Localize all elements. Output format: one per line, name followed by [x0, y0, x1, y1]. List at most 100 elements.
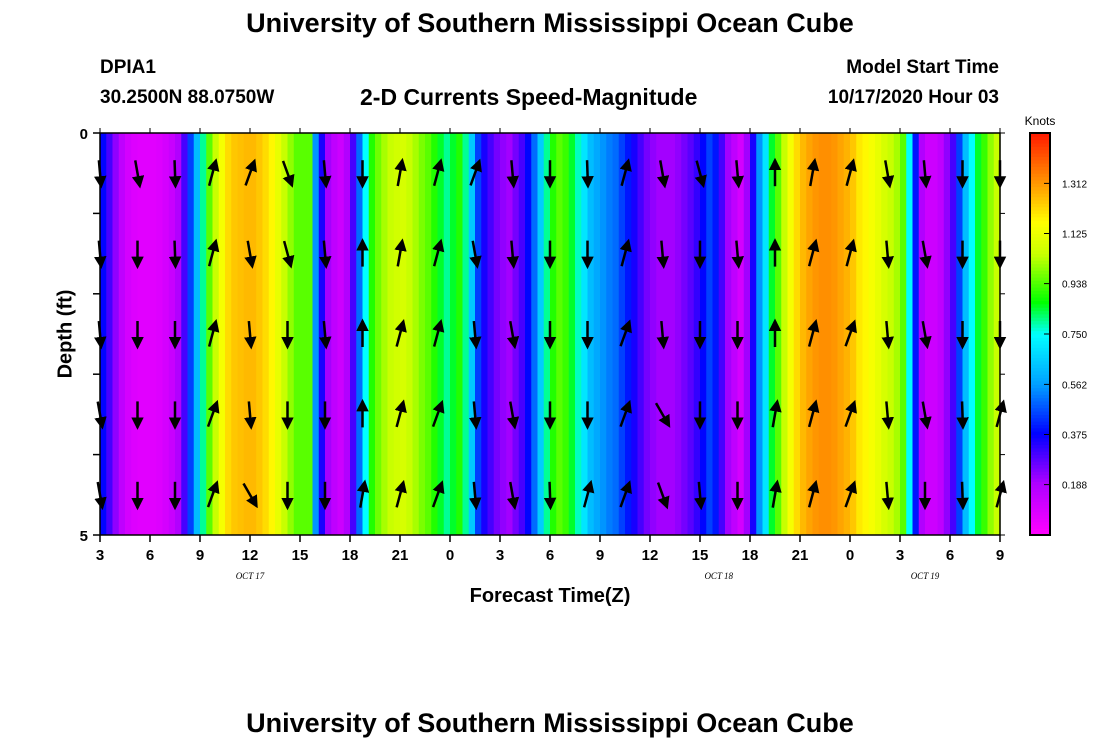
heatmap-cell	[268, 133, 276, 535]
colorbar-unit: Knots	[1025, 114, 1056, 128]
heatmap-cell	[693, 133, 701, 535]
heatmap-cell	[487, 133, 495, 535]
heatmap-cell	[462, 133, 470, 535]
heatmap-cell	[350, 133, 357, 535]
colorbar-swatch	[1030, 414, 1050, 419]
colorbar-swatch	[1030, 213, 1050, 218]
heatmap-cell	[581, 133, 589, 535]
colorbar-swatch	[1030, 149, 1050, 154]
heatmap-cell	[768, 133, 776, 535]
heatmap-cell	[100, 133, 107, 535]
heatmap-cell	[556, 133, 564, 535]
colorbar-swatch	[1030, 441, 1050, 446]
colorbar-swatch	[1030, 203, 1050, 208]
x-tick-label: 0	[446, 547, 454, 564]
heatmap-cell	[193, 133, 201, 535]
current-vector-arrow	[206, 399, 220, 428]
colorbar-swatch	[1030, 256, 1050, 261]
colorbar-swatch	[1030, 384, 1050, 389]
heatmap-cell	[450, 133, 457, 535]
colorbar-swatch	[1030, 297, 1050, 301]
colorbar-swatch	[1030, 451, 1050, 456]
current-vector-arrow	[244, 240, 257, 269]
colorbar-swatch	[1030, 367, 1050, 372]
colorbar-swatch	[1030, 313, 1050, 318]
colorbar-swatch	[1030, 143, 1050, 147]
current-vector-arrow	[881, 160, 895, 189]
current-vector-arrow	[806, 157, 820, 187]
heatmap-cell	[375, 133, 382, 535]
colorbar-swatch	[1030, 210, 1050, 214]
current-vector-arrow	[244, 320, 257, 350]
colorbar-swatch	[1030, 317, 1050, 322]
colorbar-swatch	[1030, 471, 1050, 476]
colorbar-swatch	[1030, 511, 1050, 516]
heatmap-cell	[637, 133, 645, 535]
station-id: DPIA1	[100, 57, 156, 78]
heatmap-cell	[256, 133, 264, 535]
axes-layer: 3 6 9 12 15 18 21 0 3 6 9 12 15 18 21 0 3 6 9 OCT 17 OCT 18 O…	[80, 126, 1005, 581]
x-tick-label: 6	[946, 547, 954, 564]
colorbar-swatch	[1030, 364, 1050, 368]
current-vector-arrow	[469, 481, 482, 511]
heatmap-cell	[112, 133, 120, 535]
colorbar-swatch	[1030, 200, 1050, 204]
colorbar-swatch	[1030, 233, 1050, 238]
colorbar-swatch	[1030, 253, 1050, 258]
heatmap-cell	[206, 133, 214, 535]
current-vector-arrow	[469, 320, 482, 350]
colorbar-swatch	[1030, 273, 1050, 278]
x-tick-label: 9	[996, 547, 1004, 564]
heatmap-cell	[868, 133, 876, 535]
current-vector-arrow	[168, 240, 182, 270]
colorbar-swatch	[1030, 464, 1050, 469]
current-vector-arrow	[207, 238, 220, 267]
colorbar-tick-label: 0.562	[1062, 380, 1087, 391]
colorbar-swatch	[1030, 518, 1050, 523]
current-vector-arrow	[656, 240, 669, 270]
colorbar-swatch	[1030, 357, 1050, 362]
colorbar-swatch	[1030, 531, 1050, 536]
current-vector-arrow	[694, 160, 707, 189]
heatmap-cell	[650, 133, 657, 535]
colorbar-swatch	[1030, 163, 1050, 167]
heatmap-cell	[425, 133, 432, 535]
heatmap-cell	[981, 133, 989, 535]
y-tick-label: 5	[80, 528, 88, 545]
heatmap-cell	[900, 133, 907, 535]
colorbar-swatch	[1030, 240, 1050, 245]
current-vector-arrow	[168, 160, 182, 189]
current-vector-arrow	[807, 238, 820, 267]
current-vector-arrow	[506, 240, 519, 270]
heatmap-cell	[262, 133, 270, 535]
colorbar-swatch	[1030, 350, 1050, 355]
current-vector-arrow	[619, 480, 632, 508]
heatmap-cell	[550, 133, 557, 535]
current-vector-arrow	[281, 160, 295, 188]
heatmap-cell	[137, 133, 145, 535]
current-vector-arrow	[506, 401, 520, 430]
colorbar-swatch	[1030, 390, 1050, 395]
colorbar-swatch	[1030, 334, 1050, 338]
current-vector-arrow	[244, 158, 257, 186]
heatmap-cell	[893, 133, 901, 535]
heatmap-cell	[537, 133, 545, 535]
heatmap-cell	[212, 133, 220, 535]
current-vector-arrow	[881, 320, 894, 350]
colorbar-swatch	[1030, 250, 1050, 255]
heatmap-cell	[906, 133, 914, 535]
heatmap-cell	[512, 133, 520, 535]
current-vector-arrow	[244, 401, 257, 430]
heatmap-cell	[687, 133, 695, 535]
colorbar-swatch	[1030, 246, 1050, 251]
footer-title: University of Southern Mississippi Ocean…	[246, 708, 854, 738]
heatmap-cell	[356, 133, 364, 535]
colorbar-swatch	[1030, 524, 1050, 529]
heatmap-cell	[943, 133, 951, 535]
colorbar-swatch	[1030, 133, 1050, 137]
current-vector-arrow	[506, 481, 520, 511]
current-vector-arrow	[844, 158, 857, 187]
x-tick-label: 9	[596, 547, 604, 564]
current-vector-arrow	[769, 479, 782, 508]
